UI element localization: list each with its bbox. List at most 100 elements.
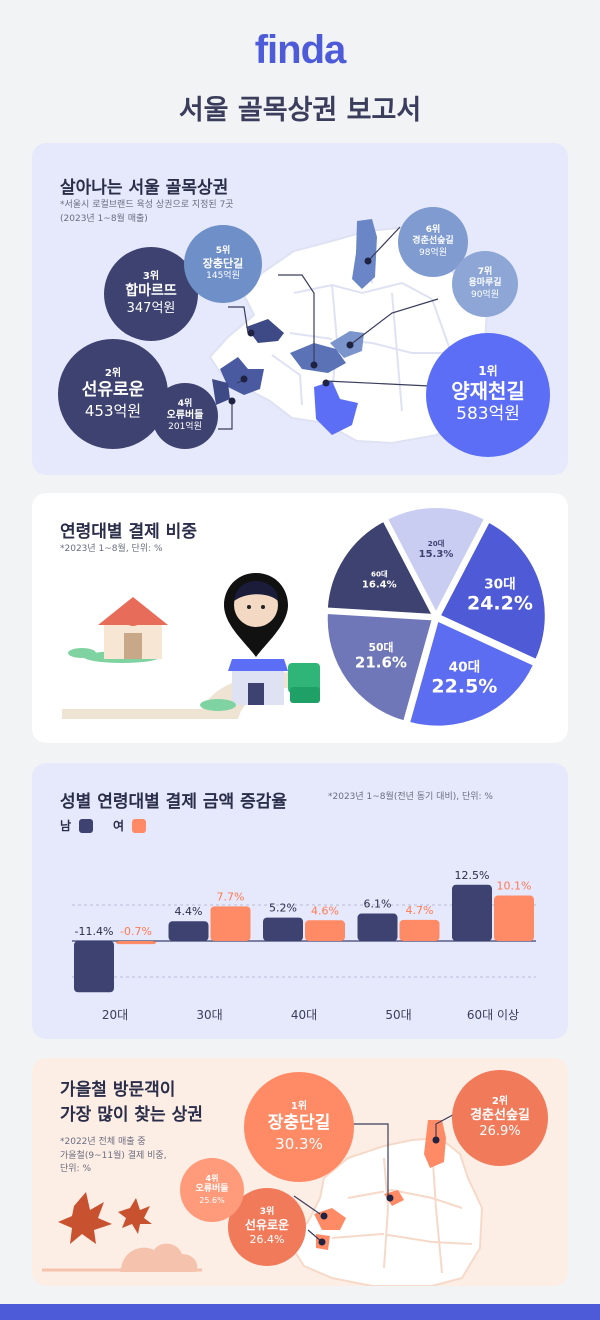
x-tick-label: 60대 이상 [467, 1008, 519, 1022]
bar-남-30대 [168, 921, 209, 941]
rank-label: 7위 [477, 267, 493, 278]
pie-label-value: 16.4% [362, 580, 397, 591]
alley-name: 합마르뜨 [125, 283, 177, 300]
bar-value-label: 4.6% [311, 904, 339, 917]
bar-남-50대 [357, 913, 398, 941]
pie-slice-30대 [438, 520, 547, 662]
map-oryu [212, 379, 230, 405]
bar-여-40대 [305, 920, 345, 941]
rank-bubble-2: 2위 선유로운 453억원 [58, 339, 168, 449]
alley-name: 오류버들 [195, 1184, 229, 1195]
section4-title: 가을철 방문객이 가장 많이 찾는 상권 [60, 1078, 203, 1127]
bar-value-label: 4.4% [175, 905, 203, 918]
section-gender-growth: 성별 연령대별 결제 금액 증감율 *2023년 1~8월(전년 동기 대비),… [32, 763, 568, 1039]
alley-name: 선유로운 [244, 1218, 290, 1233]
rank-label: 4위 [177, 398, 193, 409]
autumn-share: 26.4% [249, 1233, 285, 1247]
section-seoul-alleys: 살아나는 서울 골목상권 *서울시 로컬브랜드 육성 상권으로 지정된 7곳 (… [32, 143, 568, 475]
autumn-share: 26.9% [479, 1124, 521, 1140]
section4-title-line1: 가을철 방문객이 [60, 1080, 176, 1100]
rank-bubble-1: 1위 양재천길 583억원 [426, 333, 550, 457]
bottom-bar [0, 1304, 600, 1320]
autumn-rank-bubble-2: 2위 경춘선숲길 26.9% [452, 1070, 548, 1166]
gender-growth-bar-chart: -11.4% -0.7% 20대 4.4% 7.7% 30대 5.2% 4.6% 40대 6.1%… [72, 869, 536, 1022]
map-seonyu [220, 357, 264, 395]
pie-label-category: 50대 [368, 640, 393, 654]
legend: 남 여 [60, 817, 147, 834]
autumn-share: 25.6% [199, 1195, 225, 1205]
section4-note-line2: 가을철(9~11월) 결제 비중, [60, 1150, 167, 1161]
alley-name: 경춘선숲길 [412, 236, 454, 247]
map-jangchung [290, 343, 346, 373]
rank-label: 1위 [478, 364, 498, 379]
map-hapmarte [246, 319, 284, 343]
rank-label: 4위 [205, 1174, 219, 1184]
section2-title: 연령대별 결제 비중 [60, 522, 197, 542]
autumn-map-dots [318, 1136, 440, 1246]
pie-slice-50대 [325, 611, 435, 723]
section1-title: 살아나는 서울 골목상권 [60, 178, 229, 198]
rank-label: 3위 [259, 1207, 275, 1217]
alley-sales: 145억원 [206, 270, 240, 281]
bar-여-50대 [399, 919, 440, 941]
pie-slice-20대 [385, 506, 487, 616]
pie-label-value: 15.3% [419, 549, 454, 560]
pie-label-category: 40대 [449, 660, 481, 676]
alley-name: 장충단길 [267, 1113, 331, 1134]
seoul-map [208, 219, 489, 445]
autumn-leaves-illustration [42, 1192, 202, 1272]
alley-sales: 583억원 [456, 404, 520, 425]
section3-note: *2023년 1~8월(전년 동기 대비), 단위: % [328, 792, 493, 802]
autumn-share: 30.3% [275, 1134, 323, 1153]
alley-sales: 90억원 [470, 289, 499, 300]
section1-note-line2: (2023년 1~8월 매출) [60, 213, 148, 224]
section2-note: *2023년 1~8월, 단위: % [60, 544, 163, 554]
bar-value-label: 10.1% [497, 880, 532, 893]
alley-sales: 453억원 [84, 401, 142, 420]
legend-male-swatch [79, 818, 94, 833]
alley-name: 오류버들 [166, 409, 204, 421]
rank-label: 2위 [104, 367, 122, 379]
autumn-rank-bubble-4: 4위 오류버들 25.6% [180, 1158, 244, 1222]
page-title: 서울 골목상권 보고서 [178, 95, 422, 126]
pie-label-category: 30대 [484, 576, 516, 592]
x-tick-label: 20대 [102, 1008, 128, 1022]
bar-value-label: 7.7% [217, 890, 245, 903]
section4-note-line1: *2022년 전체 매출 중 [60, 1137, 146, 1147]
bar-value-label: 5.2% [269, 902, 297, 915]
alley-name: 용마루길 [468, 278, 502, 289]
section-age-share: 연령대별 결제 비중 *2023년 1~8월, 단위: % 20대 15.3% 30… [32, 493, 568, 743]
section-autumn-alleys: 가을철 방문객이 가장 많이 찾는 상권 *2022년 전체 매출 중 가을철(… [32, 1058, 568, 1286]
bar-여-60대 이상 [494, 895, 534, 941]
x-tick-label: 50대 [385, 1008, 411, 1022]
alley-name: 양재천길 [451, 379, 525, 404]
pie-label-value: 21.6% [355, 653, 407, 671]
alley-name: 선유로운 [81, 380, 145, 401]
section4-note-line3: 단위: % [60, 1164, 92, 1174]
street-illustration [62, 573, 320, 719]
section4-note: *2022년 전체 매출 중 가을철(9~11월) 결제 비중, 단위: % [60, 1136, 167, 1177]
alley-sales: 201억원 [168, 422, 202, 433]
legend-female-label: 여 [113, 819, 125, 833]
autumn-map-jangchung [384, 1190, 404, 1206]
autumn-map [42, 1109, 484, 1286]
bar-남-40대 [263, 917, 303, 941]
bar-남-60대 이상 [452, 884, 492, 941]
alley-name: 경춘선숲길 [470, 1108, 530, 1123]
section3-title: 성별 연령대별 결제 금액 증감율 [60, 792, 287, 812]
pie-label-value: 24.2% [467, 592, 533, 614]
alley-sales: 347억원 [126, 300, 176, 316]
pie-label-category: 60대 [371, 570, 388, 579]
pie-label-category: 20대 [428, 539, 445, 548]
section4-title-line2: 가장 많이 찾는 상권 [60, 1104, 203, 1125]
rank-label: 2위 [491, 1095, 509, 1107]
map-yangjae [314, 381, 358, 435]
bar-value-label: -11.4% [75, 925, 114, 938]
map-gyeongchun [352, 219, 377, 289]
autumn-rank-bubble-1: 1위 장충단길 30.3% [244, 1072, 354, 1182]
bar-value-label: -0.7% [120, 925, 152, 938]
autumn-map-gyeongchun [424, 1120, 446, 1168]
rank-bubble-5: 5위 장충단길 145억원 [184, 225, 262, 303]
finda-logo: finda [254, 28, 347, 72]
